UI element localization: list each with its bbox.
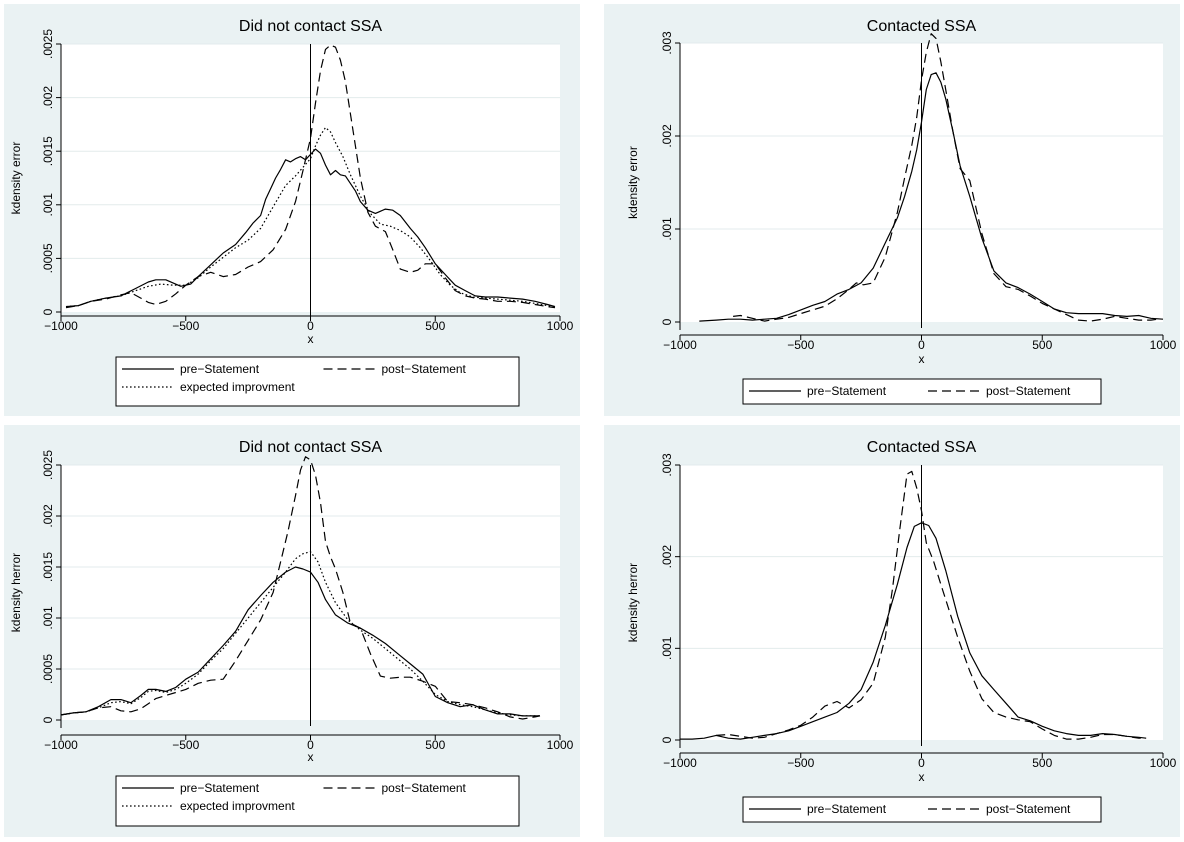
panel-did-not-contact-herror: −1000 −500 0 500 1000 0 .0005 .001 .0015 .002 .002… xyxy=(4,425,580,837)
y-tick-label: .001 xyxy=(41,606,55,630)
panel-did-not-contact-error: −1000 −500 0 500 1000 0 .0005 .001 .0015 .002 .002… xyxy=(4,4,580,416)
chart-did-not-contact-error: −1000 −500 0 500 1000 0 .0005 .001 .0015 .002 .002… xyxy=(9,18,574,407)
y-tick-label: .003 xyxy=(660,453,674,477)
y-tick-label: .0015 xyxy=(41,136,55,166)
legend: pre−Statement post−Statement expected impr… xyxy=(115,775,520,827)
x-tick-label: 500 xyxy=(1032,338,1052,352)
y-tick-label: 0 xyxy=(41,716,55,723)
x-axis-label: x xyxy=(308,332,314,346)
x-tick-label: 1000 xyxy=(1150,338,1177,352)
x-tick-label: 0 xyxy=(918,756,925,770)
y-tick-label: 0 xyxy=(660,736,674,743)
legend-label-post-statement: post−Statement xyxy=(986,384,1071,398)
y-tick-label: .001 xyxy=(41,193,55,217)
x-tick-label: −1000 xyxy=(44,319,78,333)
y-tick-label: .002 xyxy=(41,504,55,528)
legend-label-pre-statement: pre−Statement xyxy=(180,362,260,376)
x-tick-label: −1000 xyxy=(44,738,78,752)
series-line-pre-statement xyxy=(680,522,1147,740)
x-tick-label: 0 xyxy=(307,738,314,752)
x-tick-label: −500 xyxy=(172,738,199,752)
x-tick-label: −500 xyxy=(172,319,199,333)
y-tick-label: .0015 xyxy=(41,552,55,582)
y-tick-label: .0005 xyxy=(41,243,55,273)
y-tick-label: .0025 xyxy=(41,450,55,480)
legend-box xyxy=(115,356,520,407)
legend-label-post-statement: post−Statement xyxy=(382,781,467,795)
series-line-pre-statement xyxy=(65,148,556,308)
y-axis-label: kdensity herror xyxy=(626,563,640,642)
x-tick-label: 0 xyxy=(918,338,925,352)
legend-label-post-statement: post−Statement xyxy=(986,802,1071,816)
x-axis-label: x xyxy=(919,770,925,784)
legend-label-pre-statement: pre−Statement xyxy=(807,802,887,816)
legend-label-pre-statement: pre−Statement xyxy=(807,384,887,398)
y-tick-label: .0005 xyxy=(41,654,55,684)
y-tick-label: .002 xyxy=(660,124,674,148)
x-tick-label: 500 xyxy=(425,738,445,752)
panel-contacted-error: −1000 −500 0 500 1000 0 .001 .002 .003 Contacted … xyxy=(604,4,1180,416)
panel-contacted-herror: −1000 −500 0 500 1000 0 .001 .002 .003 Contacted … xyxy=(604,425,1180,837)
x-tick-label: 500 xyxy=(425,319,445,333)
chart-did-not-contact-herror: −1000 −500 0 500 1000 0 .0005 .001 .0015 .002 .002… xyxy=(9,439,574,827)
legend-box xyxy=(115,775,520,827)
x-axis-label: x xyxy=(919,352,925,366)
x-tick-label: −1000 xyxy=(663,756,697,770)
legend-label-expected-improvment: expected improvment xyxy=(180,799,295,813)
y-tick-label: 0 xyxy=(41,308,55,315)
chart-title: Contacted SSA xyxy=(867,439,977,456)
y-axis-label: kdensity herror xyxy=(9,553,23,632)
legend-label-expected-improvment: expected improvment xyxy=(180,380,295,394)
y-axis-label: kdensity error xyxy=(9,142,23,215)
legend: pre−Statement post−Statement xyxy=(742,378,1102,405)
y-tick-label: .0025 xyxy=(41,29,55,59)
x-tick-label: −500 xyxy=(787,756,814,770)
chart-title: Did not contact SSA xyxy=(239,439,383,456)
y-tick-label: 0 xyxy=(660,318,674,325)
x-tick-label: −500 xyxy=(787,338,814,352)
series-line-pre-statement xyxy=(60,566,540,717)
series-line-post-statement xyxy=(733,33,1159,322)
legend: pre−Statement post−Statement expected impr… xyxy=(115,356,520,407)
x-tick-label: −1000 xyxy=(663,338,697,352)
series-line-post-statement xyxy=(716,470,1147,740)
y-tick-label: .001 xyxy=(660,217,674,241)
chart-title: Did not contact SSA xyxy=(239,18,383,35)
x-tick-label: 0 xyxy=(307,319,314,333)
y-tick-label: .001 xyxy=(660,636,674,660)
series-line-post-statement xyxy=(60,456,541,720)
y-tick-label: .002 xyxy=(660,545,674,569)
chart-contacted-error: −1000 −500 0 500 1000 0 .001 .002 .003 Contacted … xyxy=(626,18,1177,405)
legend-label-post-statement: post−Statement xyxy=(382,362,467,376)
chart-contacted-herror: −1000 −500 0 500 1000 0 .001 .002 .003 Contacted … xyxy=(626,439,1177,823)
series-line-expected-improvment xyxy=(60,551,540,717)
legend-label-pre-statement: pre−Statement xyxy=(180,781,260,795)
series-line-post-statement xyxy=(65,44,556,309)
legend-box xyxy=(742,796,1102,823)
legend-box xyxy=(742,378,1102,405)
x-tick-label: 1000 xyxy=(1150,756,1177,770)
x-tick-label: 1000 xyxy=(547,738,574,752)
x-tick-label: 1000 xyxy=(547,319,574,333)
series-line-pre-statement xyxy=(699,72,1164,322)
x-tick-label: 500 xyxy=(1032,756,1052,770)
legend: pre−Statement post−Statement xyxy=(742,796,1102,823)
y-axis-label: kdensity error xyxy=(626,146,640,219)
chart-title: Contacted SSA xyxy=(867,18,977,35)
x-axis-label: x xyxy=(308,750,314,764)
y-tick-label: .003 xyxy=(660,31,674,55)
y-tick-label: .002 xyxy=(41,86,55,110)
